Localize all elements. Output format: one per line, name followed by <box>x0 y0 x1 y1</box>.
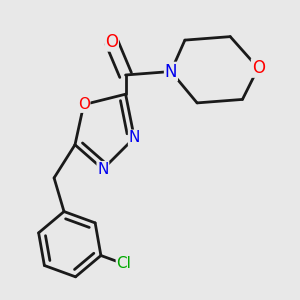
Text: O: O <box>252 59 265 77</box>
Text: N: N <box>129 130 140 145</box>
Text: Cl: Cl <box>116 256 131 272</box>
Text: N: N <box>165 62 177 80</box>
Text: N: N <box>97 162 109 177</box>
Text: O: O <box>78 97 90 112</box>
Text: O: O <box>105 33 118 51</box>
